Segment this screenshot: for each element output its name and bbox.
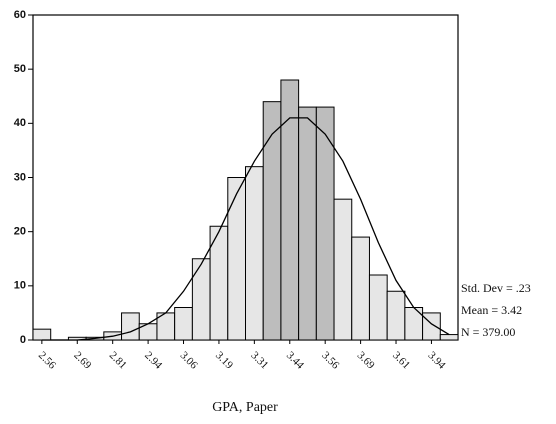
y-tick-label: 30 (14, 171, 26, 183)
fit-curve (41, 117, 450, 341)
y-tick-label: 10 (14, 280, 26, 292)
bar (245, 166, 264, 341)
x-tick-label: 3.19 (213, 349, 235, 371)
bar (368, 274, 388, 341)
y-tick-label: 20 (14, 226, 26, 238)
bar (298, 106, 317, 341)
bar (386, 290, 406, 341)
bar (422, 312, 441, 341)
bar (280, 79, 300, 341)
bar (191, 258, 211, 341)
x-tick-label: 3.69 (355, 349, 377, 371)
x-tick-label: 2.81 (107, 349, 129, 371)
annotation: Mean = 3.42 (461, 303, 522, 317)
x-tick-label: 3.31 (248, 349, 270, 371)
x-tick-label: 3.44 (284, 349, 306, 371)
y-tick-label: 0 (20, 334, 26, 346)
y-tick-label: 40 (14, 117, 26, 129)
x-tick-label: 3.94 (426, 349, 448, 371)
bar (32, 328, 52, 341)
bar (262, 101, 282, 341)
x-tick-label: 3.56 (319, 349, 341, 371)
x-tick-label: 2.94 (142, 349, 164, 371)
annotation: Std. Dev = .23 (461, 281, 531, 295)
bar (227, 177, 247, 341)
bar (121, 312, 140, 341)
bar (315, 106, 335, 341)
bar (174, 307, 193, 341)
x-tick-label: 2.56 (36, 349, 58, 371)
x-tick-label: 3.06 (178, 349, 200, 371)
bar (351, 236, 370, 341)
bar (439, 334, 459, 341)
y-tick-label: 60 (14, 9, 26, 21)
x-tick-label: 2.69 (71, 349, 93, 371)
bar (333, 198, 353, 341)
annotation: N = 379.00 (461, 325, 515, 339)
x-tick-label: 3.61 (390, 349, 412, 371)
x-axis-label: GPA, Paper (212, 400, 278, 415)
y-tick-label: 50 (14, 63, 26, 75)
